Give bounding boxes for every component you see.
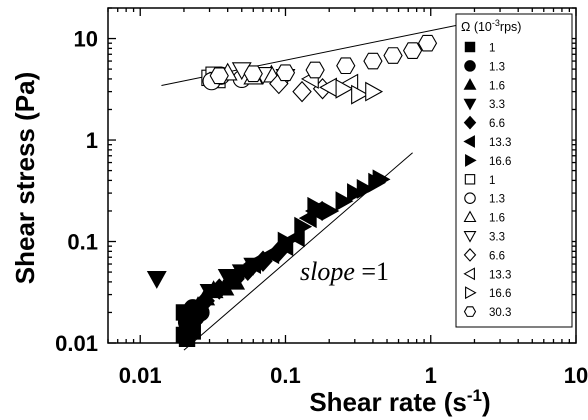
legend-marker (463, 135, 475, 148)
y-tick-label: 1 (86, 128, 98, 153)
legend-item: 30.3 (463, 306, 511, 319)
legend-label: 6.6 (489, 118, 505, 130)
x-tick-label: 1 (425, 363, 437, 388)
data-point (372, 169, 391, 190)
data-point (356, 178, 375, 199)
data-point (305, 61, 325, 79)
legend-marker (464, 174, 476, 185)
legend-label: 1 (489, 43, 495, 55)
legend-title: Ω (10-3rps) (461, 18, 521, 34)
series-open-16.6 (335, 78, 384, 105)
legend-label: 1 (489, 175, 495, 187)
data-points (146, 34, 438, 347)
data-point (209, 67, 229, 85)
data-point (243, 65, 263, 83)
data-point (307, 196, 326, 217)
legend-label: 1.3 (489, 194, 505, 206)
legend-item: 1 (464, 174, 495, 187)
legend-label: 13.3 (489, 137, 511, 149)
x-axis-title: Shear rate (s-1) (309, 386, 490, 417)
series-open-30.3 (209, 34, 438, 85)
legend-item: 13.3 (463, 267, 511, 281)
legend-box (455, 13, 573, 328)
legend-label: 16.6 (489, 156, 511, 168)
tick-labels: 0.01 0.1 1 10 0.01 0.1 1 10 (55, 27, 588, 388)
legend-item: 16.6 (465, 153, 511, 168)
data-point (417, 34, 438, 52)
data-point (243, 254, 262, 274)
data-point (351, 84, 369, 105)
data-point (363, 52, 383, 70)
legend-item: 1.6 (463, 78, 505, 92)
data-point (365, 81, 384, 102)
data-point (261, 244, 280, 265)
x-tick-label: 10 (564, 363, 588, 388)
data-point (209, 278, 229, 300)
legend-marker (463, 210, 477, 223)
legend-item: 1.6 (463, 210, 505, 225)
legend-item: 13.3 (463, 135, 511, 149)
legend-label: 3.3 (489, 99, 505, 111)
x-tick-label: 0.01 (119, 363, 162, 388)
legend: Ω (10-3rps) 1 1.3 1.6 3.3 6.6 13.3 16.6 1 1.3 1.6… (455, 13, 573, 328)
legend-marker (463, 306, 477, 317)
data-point (292, 80, 312, 103)
legend-item: 1.3 (464, 192, 505, 206)
y-axis-title: Shear stress (Pa) (10, 72, 40, 284)
data-point (383, 47, 403, 64)
data-point (402, 42, 423, 59)
legend-item: 3.3 (463, 98, 505, 111)
y-tick-label: 0.01 (55, 331, 98, 356)
axis-ticks (107, 7, 577, 344)
data-point (195, 290, 215, 312)
plot-frame (107, 7, 577, 344)
data-point (275, 64, 296, 82)
data-point (321, 201, 340, 221)
legend-label: 1.6 (489, 213, 505, 225)
legend-marker (464, 60, 476, 72)
legend-label: 3.3 (489, 232, 505, 244)
legend-marker (464, 192, 476, 204)
legend-marker (463, 231, 477, 243)
slope-annotation: slope =1 (300, 257, 389, 286)
legend-label: 16.6 (489, 288, 511, 300)
legend-item: 1.3 (464, 60, 505, 73)
legend-label: 30.3 (489, 307, 511, 319)
legend-marker (465, 286, 477, 300)
legend-marker (465, 153, 477, 167)
data-point (146, 270, 167, 289)
data-point (277, 231, 296, 252)
data-point (335, 191, 354, 212)
legend-item: 6.6 (463, 248, 505, 262)
y-tick-label: 0.1 (67, 230, 98, 255)
legend-marker (464, 41, 476, 53)
x-tick-label: 0.1 (270, 363, 301, 388)
legend-item: 16.6 (465, 286, 511, 300)
legend-item: 3.3 (463, 231, 505, 244)
data-point (294, 216, 313, 237)
legend-marker (463, 78, 477, 90)
legend-item: 6.6 (463, 115, 505, 130)
legend-item: 1 (464, 41, 495, 55)
legend-label: 1.3 (489, 61, 505, 73)
data-point (336, 57, 356, 75)
legend-label: 13.3 (489, 269, 511, 281)
data-point (225, 267, 245, 290)
y-tick-label: 10 (74, 27, 98, 52)
data-point (335, 78, 354, 99)
legend-label: 6.6 (489, 250, 505, 262)
legend-marker (463, 267, 475, 281)
legend-items: 1 1.3 1.6 3.3 6.6 13.3 16.6 1 1.3 1.6 3.3 6.6 13.3 16… (463, 41, 511, 319)
legend-label: 1.6 (489, 80, 505, 92)
data-point (347, 183, 365, 204)
legend-marker (463, 248, 477, 262)
legend-marker (463, 115, 477, 130)
series-filled-16.6 (277, 169, 391, 252)
legend-marker (463, 98, 477, 111)
